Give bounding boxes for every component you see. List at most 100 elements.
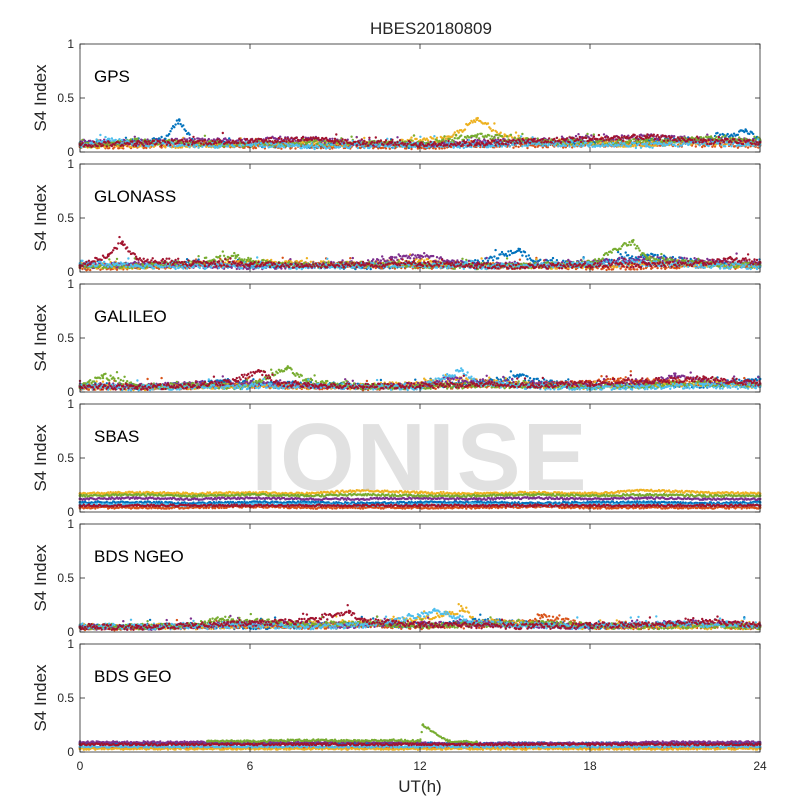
data-point (343, 142, 345, 144)
data-point (465, 141, 467, 143)
data-point (486, 143, 488, 145)
data-point (492, 259, 494, 261)
data-point (232, 140, 234, 142)
data-point (516, 142, 518, 144)
data-point (298, 142, 300, 144)
data-point (341, 138, 343, 140)
data-point (173, 139, 175, 141)
data-point (593, 136, 595, 138)
data-point (187, 144, 189, 146)
data-point (619, 267, 621, 269)
data-point (363, 137, 365, 139)
data-point (363, 147, 365, 149)
data-point (177, 122, 179, 124)
data-point (501, 251, 503, 253)
data-point (452, 133, 454, 135)
data-point (493, 136, 495, 138)
data-point (529, 142, 531, 144)
data-point (523, 139, 525, 141)
data-point (283, 140, 285, 142)
data-point (727, 138, 729, 140)
data-point (723, 140, 725, 142)
data-point (716, 140, 718, 142)
data-point (526, 258, 528, 260)
data-point (727, 133, 729, 135)
data-point (510, 142, 512, 144)
data-point (548, 137, 550, 139)
data-point (148, 140, 150, 142)
data-point (276, 140, 278, 142)
data-point (676, 140, 678, 142)
data-point (489, 142, 491, 144)
data-point (518, 249, 521, 252)
data-point (182, 124, 184, 126)
data-point (577, 139, 579, 141)
data-point (176, 119, 178, 121)
data-point (517, 146, 519, 148)
data-point (524, 251, 526, 253)
data-point (515, 140, 517, 142)
data-point (744, 129, 747, 132)
data-point (237, 142, 239, 144)
data-point (438, 147, 440, 149)
data-point (432, 137, 434, 139)
data-point (670, 141, 672, 143)
data-point (324, 140, 326, 142)
data-point (616, 138, 618, 140)
data-point (702, 140, 705, 143)
data-point (367, 144, 369, 146)
data-point (598, 134, 600, 136)
data-point (359, 147, 361, 149)
data-point (255, 144, 257, 146)
data-point (289, 143, 291, 145)
data-point (755, 143, 757, 145)
data-point (288, 145, 290, 147)
data-point (180, 123, 182, 125)
data-point (302, 136, 304, 138)
data-point (503, 140, 505, 142)
data-point (271, 145, 273, 147)
data-point (284, 137, 286, 139)
data-point (455, 144, 457, 146)
data-point (605, 139, 607, 141)
data-point (125, 137, 127, 139)
data-point (311, 143, 313, 145)
data-point (742, 143, 744, 145)
data-point (164, 146, 166, 148)
data-point (329, 147, 331, 149)
data-point (733, 133, 735, 135)
data-point (435, 143, 437, 145)
data-point (390, 141, 393, 144)
data-point (396, 141, 398, 143)
data-point (603, 139, 605, 141)
data-point (566, 137, 568, 139)
data-point (427, 139, 429, 141)
data-point (199, 139, 201, 141)
data-point (721, 136, 723, 138)
data-point (579, 136, 581, 138)
data-point (498, 143, 500, 145)
data-point (325, 147, 327, 149)
data-point (602, 137, 604, 139)
data-point (719, 142, 721, 144)
data-point (474, 121, 476, 123)
data-point (131, 141, 133, 143)
data-point (269, 140, 271, 142)
data-point (645, 136, 648, 139)
data-point (196, 144, 198, 146)
data-point (107, 138, 110, 141)
data-point (146, 143, 148, 145)
data-point (716, 132, 718, 134)
data-point (443, 135, 445, 137)
data-point (188, 146, 190, 148)
data-point (339, 146, 341, 148)
data-point (622, 139, 624, 141)
data-point (590, 134, 592, 136)
data-point (677, 145, 679, 147)
data-point (279, 146, 281, 148)
data-point (491, 256, 493, 258)
data-point (739, 140, 741, 142)
data-point (81, 139, 83, 141)
data-point (663, 140, 665, 142)
data-point (210, 143, 212, 145)
